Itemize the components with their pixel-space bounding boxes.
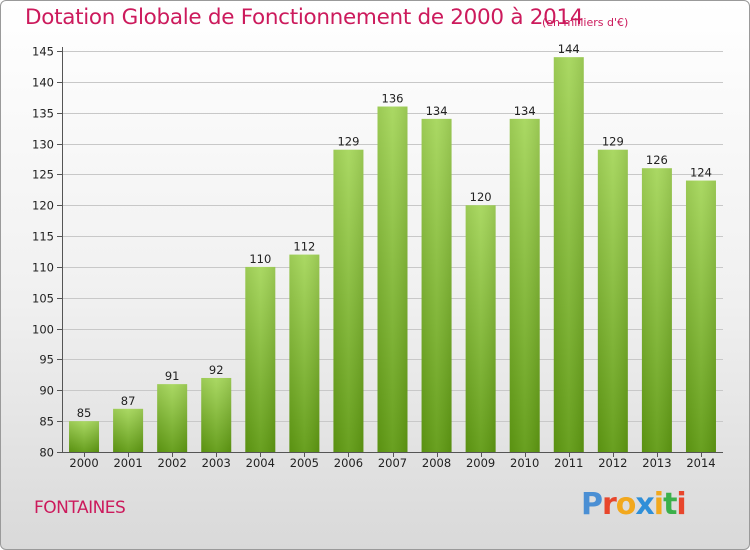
y-tick-label: 95 [39, 353, 54, 367]
bar-value-label: 120 [470, 190, 492, 204]
x-tick-label: 2012 [598, 456, 627, 470]
bar-value-label: 87 [121, 394, 136, 408]
y-tick-label: 115 [32, 230, 54, 244]
bar-value-label: 144 [558, 42, 580, 56]
bar-shade [69, 421, 100, 452]
bar-shade [509, 118, 540, 452]
y-tick-label: 135 [32, 107, 54, 121]
y-tick-label: 140 [32, 76, 54, 90]
bar-shade [641, 168, 672, 452]
bar-value-label: 112 [293, 240, 315, 254]
bar-value-label: 126 [646, 153, 668, 167]
x-tick-label: 2007 [378, 456, 407, 470]
x-tick-label: 2001 [113, 456, 142, 470]
logo-letter: t [663, 487, 677, 522]
x-tick-label: 2008 [422, 456, 451, 470]
logo-letter: P [581, 487, 603, 522]
bar-value-label: 124 [690, 166, 712, 180]
bar-value-label: 134 [514, 104, 536, 118]
y-tick-label: 125 [32, 168, 54, 182]
bar-shade [465, 205, 496, 452]
bar-shade [289, 254, 320, 452]
x-tick-label: 2005 [290, 456, 319, 470]
bar-value-label: 134 [426, 104, 448, 118]
bar-value-label: 92 [209, 363, 224, 377]
bar-shade [553, 57, 584, 453]
bar-shade [113, 408, 144, 452]
logo-letter: x [635, 487, 654, 522]
x-tick-label: 2000 [69, 456, 98, 470]
x-tick-label: 2013 [642, 456, 671, 470]
y-tick-label: 80 [39, 446, 54, 460]
unit-note: (en milliers d'€) [542, 16, 629, 29]
y-tick-label: 90 [39, 384, 54, 398]
x-tick-label: 2004 [246, 456, 275, 470]
chart-title: Dotation Globale de Fonctionnement de 20… [25, 5, 584, 30]
x-tick-label: 2014 [686, 456, 715, 470]
x-tick-label: 2006 [334, 456, 363, 470]
x-tick-label: 2002 [158, 456, 187, 470]
logo-letter: o [615, 487, 637, 522]
x-tick-label: 2009 [466, 456, 495, 470]
bar-value-label: 129 [337, 135, 359, 149]
y-tick-label: 110 [32, 261, 54, 275]
y-tick-label: 145 [32, 45, 54, 59]
bar-shade [597, 149, 628, 452]
bar-shade [201, 377, 232, 452]
axes [57, 47, 723, 457]
y-tick-label: 100 [32, 323, 54, 337]
bar-value-label: 110 [249, 252, 271, 266]
y-tick-label: 105 [32, 292, 54, 306]
logo-letter: i [653, 487, 664, 522]
y-tick-label: 130 [32, 138, 54, 152]
x-tick-label: 2011 [554, 456, 583, 470]
logo-letter: i [676, 487, 686, 522]
bar-shade [377, 106, 408, 453]
bar-value-label: 129 [602, 135, 624, 149]
proxiti-logo: Proxiti [581, 487, 687, 522]
bar-shade [421, 118, 452, 452]
bar-shade [245, 266, 276, 452]
y-tick-label: 85 [39, 415, 54, 429]
bar-shade [685, 180, 716, 453]
x-tick-label: 2010 [510, 456, 539, 470]
bar-value-label: 85 [77, 406, 92, 420]
x-tick-label: 2003 [202, 456, 231, 470]
bar-value-label: 136 [382, 92, 404, 106]
labels: 80 85 90 95 100 105 110 115 120 125 130 135 140 145 85… [32, 42, 716, 470]
commune-name: FONTAINES [34, 498, 126, 518]
bar-shade [333, 149, 364, 452]
y-tick-label: 120 [32, 199, 54, 213]
logo-letter: r [602, 487, 617, 522]
bar-shade [157, 384, 188, 452]
bars [69, 57, 716, 453]
bar-value-label: 91 [165, 369, 180, 383]
